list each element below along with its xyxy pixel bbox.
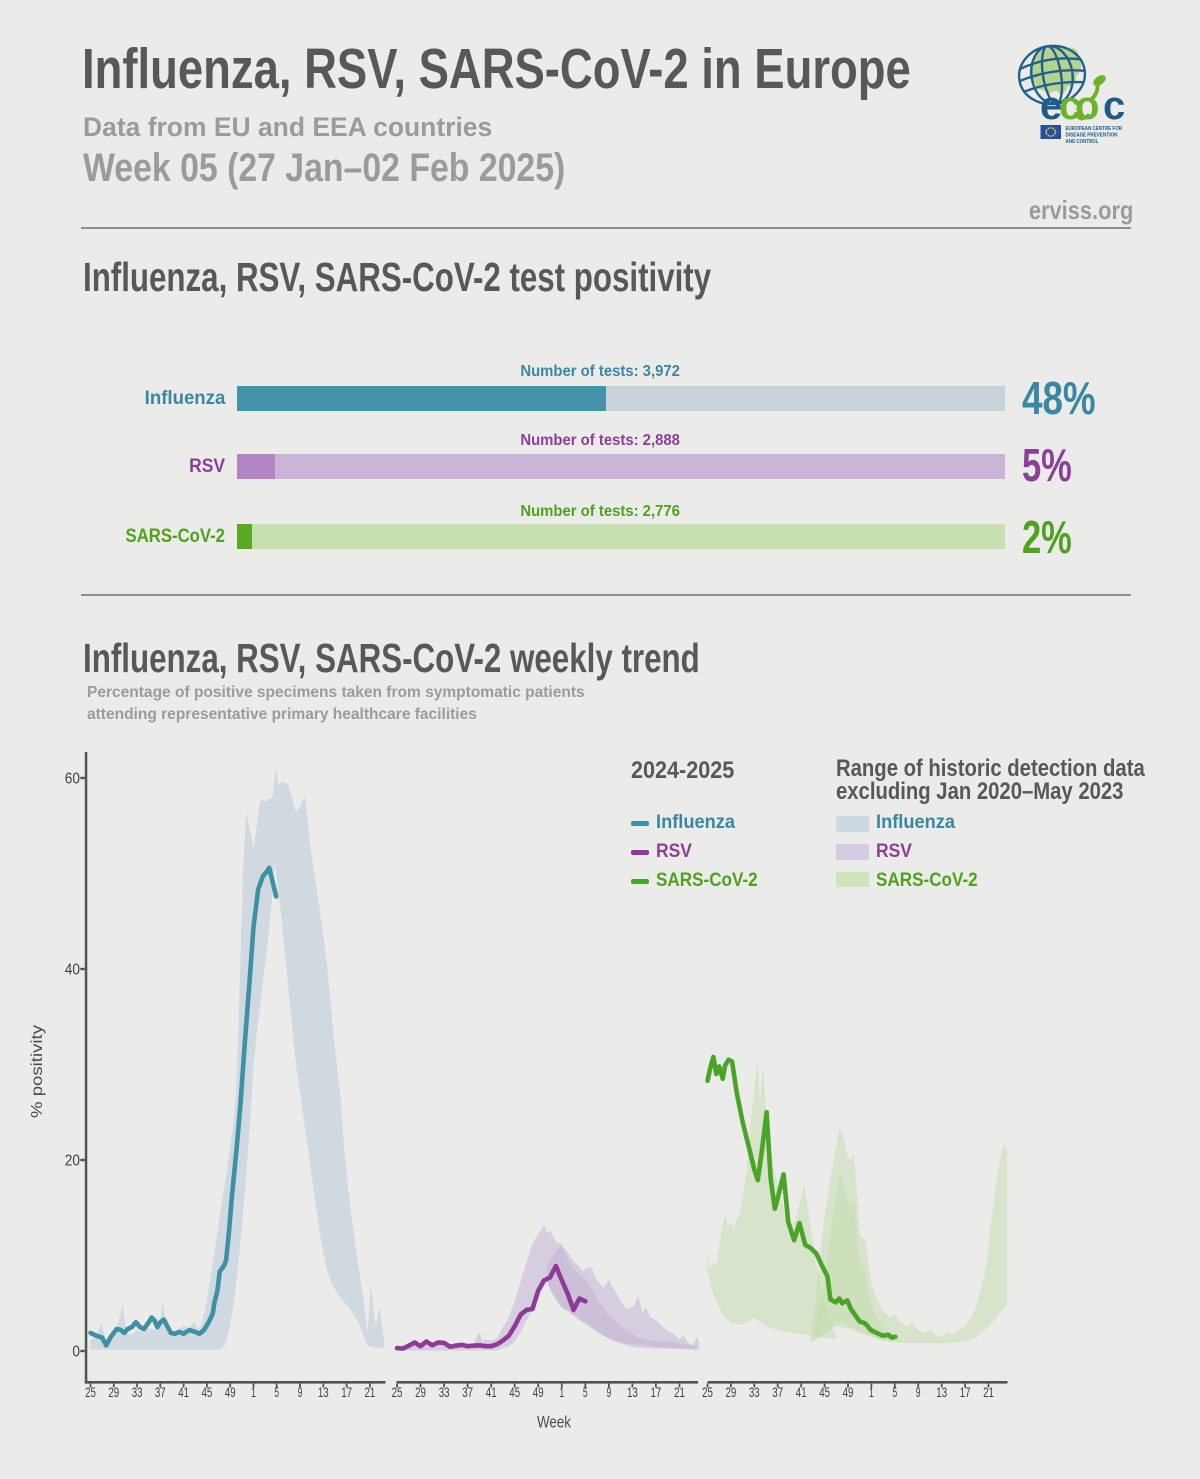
svg-text:40: 40 bbox=[65, 962, 80, 979]
svg-text:EUROPEAN CENTRE FOR: EUROPEAN CENTRE FOR bbox=[1066, 126, 1123, 132]
svg-text:37: 37 bbox=[772, 1385, 783, 1400]
svg-text:5: 5 bbox=[274, 1385, 279, 1400]
svg-text:45: 45 bbox=[509, 1385, 520, 1400]
svg-text:29: 29 bbox=[726, 1385, 737, 1400]
svg-text:25: 25 bbox=[392, 1385, 403, 1400]
svg-text:37: 37 bbox=[155, 1385, 166, 1400]
svg-text:33: 33 bbox=[132, 1385, 143, 1400]
svg-text:60: 60 bbox=[65, 771, 80, 788]
svg-text:5: 5 bbox=[583, 1385, 588, 1400]
svg-text:c: c bbox=[1059, 84, 1081, 128]
svg-text:0: 0 bbox=[72, 1344, 80, 1361]
svg-text:Week: Week bbox=[537, 1413, 571, 1432]
svg-text:25: 25 bbox=[702, 1385, 713, 1400]
svg-text:c: c bbox=[1103, 84, 1125, 128]
svg-text:e: e bbox=[1040, 84, 1062, 128]
svg-text:AND CONTROL: AND CONTROL bbox=[1066, 139, 1100, 145]
svg-text:41: 41 bbox=[796, 1385, 807, 1400]
svg-text:9: 9 bbox=[916, 1385, 921, 1400]
svg-text:45: 45 bbox=[819, 1385, 830, 1400]
svg-text:49: 49 bbox=[225, 1385, 236, 1400]
svg-text:9: 9 bbox=[298, 1385, 303, 1400]
svg-text:21: 21 bbox=[983, 1385, 994, 1400]
svg-text:17: 17 bbox=[341, 1385, 352, 1400]
svg-text:13: 13 bbox=[318, 1385, 329, 1400]
svg-text:20: 20 bbox=[65, 1153, 80, 1170]
svg-text:37: 37 bbox=[462, 1385, 473, 1400]
svg-text:41: 41 bbox=[486, 1385, 497, 1400]
svg-text:45: 45 bbox=[202, 1385, 213, 1400]
svg-text:17: 17 bbox=[960, 1385, 971, 1400]
svg-text:1: 1 bbox=[559, 1385, 564, 1400]
svg-text:49: 49 bbox=[843, 1385, 854, 1400]
svg-text:29: 29 bbox=[415, 1385, 426, 1400]
svg-text:9: 9 bbox=[607, 1385, 612, 1400]
svg-text:49: 49 bbox=[533, 1385, 544, 1400]
svg-text:25: 25 bbox=[85, 1385, 96, 1400]
svg-text:33: 33 bbox=[749, 1385, 760, 1400]
svg-text:21: 21 bbox=[674, 1385, 685, 1400]
svg-text:17: 17 bbox=[651, 1385, 662, 1400]
svg-text:% positivity: % positivity bbox=[29, 1025, 46, 1118]
svg-text:1: 1 bbox=[869, 1385, 874, 1400]
svg-text:1: 1 bbox=[251, 1385, 256, 1400]
svg-text:29: 29 bbox=[108, 1385, 119, 1400]
svg-text:DISEASE PREVENTION: DISEASE PREVENTION bbox=[1066, 133, 1118, 139]
svg-text:41: 41 bbox=[178, 1385, 189, 1400]
svg-text:5: 5 bbox=[892, 1385, 897, 1400]
svg-text:21: 21 bbox=[365, 1385, 376, 1400]
svg-text:33: 33 bbox=[439, 1385, 450, 1400]
svg-text:13: 13 bbox=[936, 1385, 947, 1400]
svg-text:13: 13 bbox=[627, 1385, 638, 1400]
